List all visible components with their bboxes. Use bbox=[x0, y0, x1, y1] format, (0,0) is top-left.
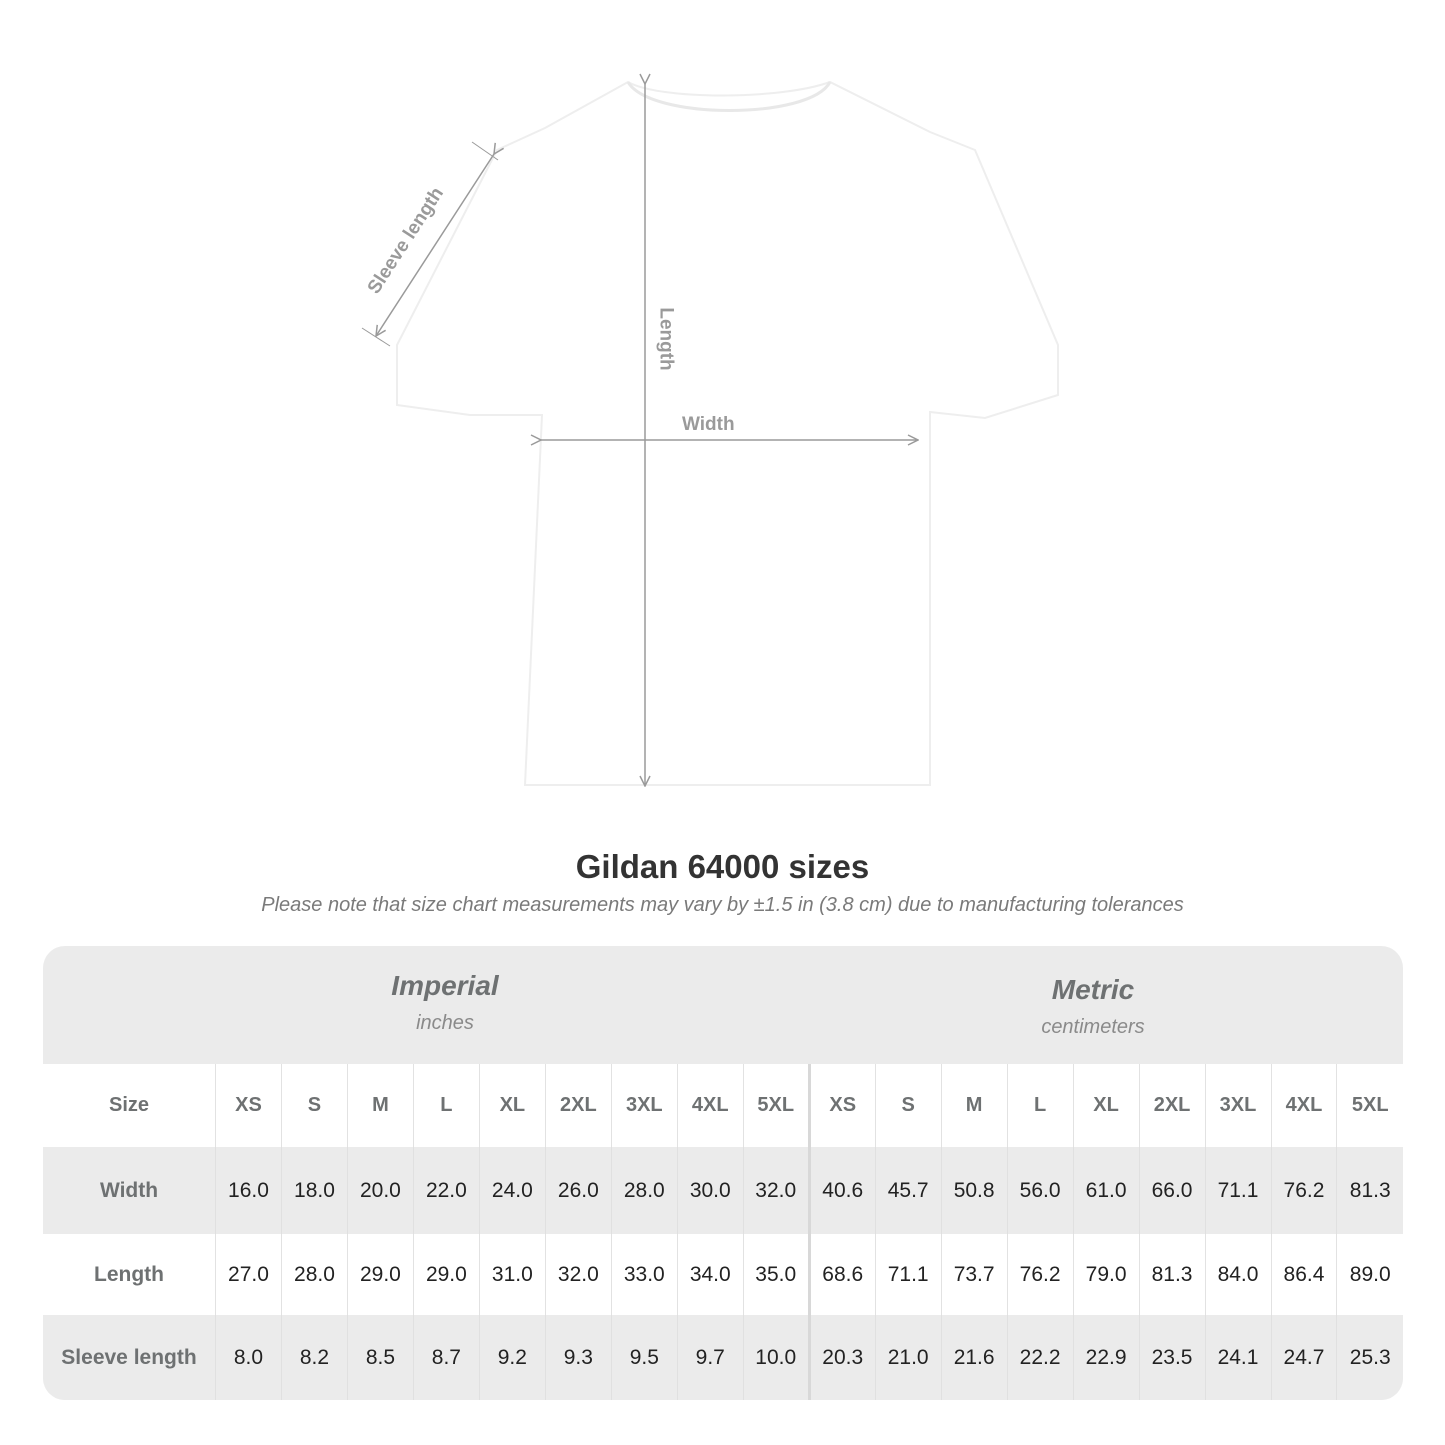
size-header-row: Size XS S M L XL 2XL 3XL 4XL 5XL XS S M L XL 2XL 3XL 4XL 5… bbox=[43, 1064, 1403, 1147]
imperial-cell: 32.0 bbox=[544, 1234, 612, 1315]
row-label: Sleeve length bbox=[61, 1345, 197, 1369]
imperial-cell: 8.7 bbox=[412, 1315, 480, 1400]
metric-title: Metric bbox=[1051, 974, 1135, 1005]
size-metric-header: XL bbox=[1072, 1064, 1140, 1147]
imperial-cell: 22.0 bbox=[412, 1147, 480, 1234]
imperial-cell: 28.0 bbox=[610, 1147, 678, 1234]
imperial-cell: 34.0 bbox=[676, 1234, 744, 1315]
imperial-cell: 10.0 bbox=[742, 1315, 810, 1400]
size-imperial-header: S bbox=[280, 1064, 348, 1147]
page-title: Gildan 64000 sizes bbox=[575, 848, 870, 885]
imperial-cell: 8.0 bbox=[215, 1315, 282, 1400]
size-imperial-header: L bbox=[412, 1064, 480, 1147]
metric-cell: 22.2 bbox=[1006, 1315, 1074, 1400]
metric-cell: 66.0 bbox=[1138, 1147, 1206, 1234]
metric-cell: 73.7 bbox=[940, 1234, 1008, 1315]
imperial-cell: 35.0 bbox=[742, 1234, 810, 1315]
metric-cell: 22.9 bbox=[1072, 1315, 1140, 1400]
imperial-cell: 24.0 bbox=[478, 1147, 546, 1234]
imperial-cell: 29.0 bbox=[412, 1234, 480, 1315]
metric-cell: 56.0 bbox=[1006, 1147, 1074, 1234]
imperial-header: Imperial inches bbox=[215, 970, 675, 1088]
size-imperial-header: XS bbox=[215, 1064, 282, 1147]
size-label: Size bbox=[108, 1094, 150, 1116]
metric-cell: 86.4 bbox=[1270, 1234, 1337, 1315]
length-label: Length bbox=[655, 307, 677, 371]
metric-cell: 45.7 bbox=[874, 1147, 942, 1234]
size-imperial-header: XL bbox=[478, 1064, 546, 1147]
metric-cell: 21.6 bbox=[940, 1315, 1008, 1400]
metric-cell: 79.0 bbox=[1072, 1234, 1140, 1315]
size-metric-header: S bbox=[874, 1064, 942, 1147]
imperial-cell: 27.0 bbox=[215, 1234, 282, 1315]
width-label: Width bbox=[682, 414, 735, 435]
tolerance-note: Please note that size chart measurements… bbox=[261, 894, 1184, 916]
row-label: Width bbox=[99, 1178, 159, 1202]
imperial-unit: inches bbox=[416, 1012, 474, 1034]
metric-cell: 76.2 bbox=[1270, 1147, 1337, 1234]
tshirt-diagram bbox=[361, 0, 1059, 820]
imperial-cell: 29.0 bbox=[346, 1234, 414, 1315]
metric-cell: 76.2 bbox=[1006, 1234, 1074, 1315]
size-imperial-header: 2XL bbox=[544, 1064, 612, 1147]
imperial-cell: 9.7 bbox=[676, 1315, 744, 1400]
size-chart: Imperial inches Metric centimeters Size X… bbox=[43, 946, 1403, 1400]
size-metric-header: XS bbox=[807, 1064, 876, 1147]
metric-cell: 81.3 bbox=[1138, 1234, 1206, 1315]
size-imperial-header: 4XL bbox=[676, 1064, 744, 1147]
metric-cell: 20.3 bbox=[807, 1315, 876, 1400]
imperial-cell: 8.2 bbox=[280, 1315, 348, 1400]
imperial-cell: 9.3 bbox=[544, 1315, 612, 1400]
imperial-cell: 8.5 bbox=[346, 1315, 414, 1400]
imperial-cell: 28.0 bbox=[280, 1234, 348, 1315]
metric-cell: 61.0 bbox=[1072, 1147, 1140, 1234]
size-metric-header: 3XL bbox=[1204, 1064, 1271, 1147]
imperial-cell: 20.0 bbox=[346, 1147, 414, 1234]
imperial-title: Imperial bbox=[391, 970, 499, 1001]
metric-header: Metric centimeters bbox=[803, 974, 1383, 1092]
imperial-cell: 26.0 bbox=[544, 1147, 612, 1234]
metric-cell: 23.5 bbox=[1138, 1315, 1206, 1400]
imperial-cell: 30.0 bbox=[676, 1147, 744, 1234]
imperial-cell: 9.2 bbox=[478, 1315, 546, 1400]
imperial-cell: 31.0 bbox=[478, 1234, 546, 1315]
size-metric-header: M bbox=[940, 1064, 1008, 1147]
metric-cell: 84.0 bbox=[1204, 1234, 1271, 1315]
metric-cell: 71.1 bbox=[1204, 1147, 1271, 1234]
metric-cell: 50.8 bbox=[940, 1147, 1008, 1234]
imperial-cell: 16.0 bbox=[215, 1147, 282, 1234]
size-table: Size XS S M L XL 2XL 3XL 4XL 5XL XS S M L XL 2XL 3XL 4XL 5… bbox=[43, 1064, 1403, 1400]
table-row: Length 27.0 28.0 29.0 29.0 31.0 32.0 33.0 34.0 35… bbox=[43, 1234, 1403, 1315]
metric-cell: 89.0 bbox=[1336, 1234, 1403, 1315]
metric-cell: 21.0 bbox=[874, 1315, 942, 1400]
size-imperial-header: M bbox=[346, 1064, 414, 1147]
metric-cell: 24.1 bbox=[1204, 1315, 1271, 1400]
imperial-cell: 9.5 bbox=[610, 1315, 678, 1400]
table-row: Sleeve length 8.0 8.2 8.5 8.7 9.2 9.3 9.5 9.7 10.… bbox=[43, 1315, 1403, 1400]
imperial-cell: 33.0 bbox=[610, 1234, 678, 1315]
metric-cell: 71.1 bbox=[874, 1234, 942, 1315]
imperial-cell: 18.0 bbox=[280, 1147, 348, 1234]
metric-cell: 25.3 bbox=[1336, 1315, 1403, 1400]
size-imperial-header: 5XL bbox=[742, 1064, 810, 1147]
row-label: Length bbox=[94, 1262, 164, 1286]
imperial-cell: 32.0 bbox=[742, 1147, 810, 1234]
size-metric-header: L bbox=[1006, 1064, 1074, 1147]
table-row: Width 16.0 18.0 20.0 22.0 24.0 26.0 28.0 30.0 32.… bbox=[43, 1147, 1403, 1234]
metric-cell: 81.3 bbox=[1336, 1147, 1403, 1234]
sleeve-arrow bbox=[376, 154, 494, 336]
metric-cell: 24.7 bbox=[1270, 1315, 1337, 1400]
metric-cell: 68.6 bbox=[807, 1234, 876, 1315]
size-imperial-header: 3XL bbox=[610, 1064, 678, 1147]
size-metric-header: 4XL bbox=[1270, 1064, 1337, 1147]
size-metric-header: 5XL bbox=[1336, 1064, 1403, 1147]
size-metric-header: 2XL bbox=[1138, 1064, 1206, 1147]
metric-unit: centimeters bbox=[1041, 1016, 1145, 1038]
metric-cell: 40.6 bbox=[807, 1147, 876, 1234]
